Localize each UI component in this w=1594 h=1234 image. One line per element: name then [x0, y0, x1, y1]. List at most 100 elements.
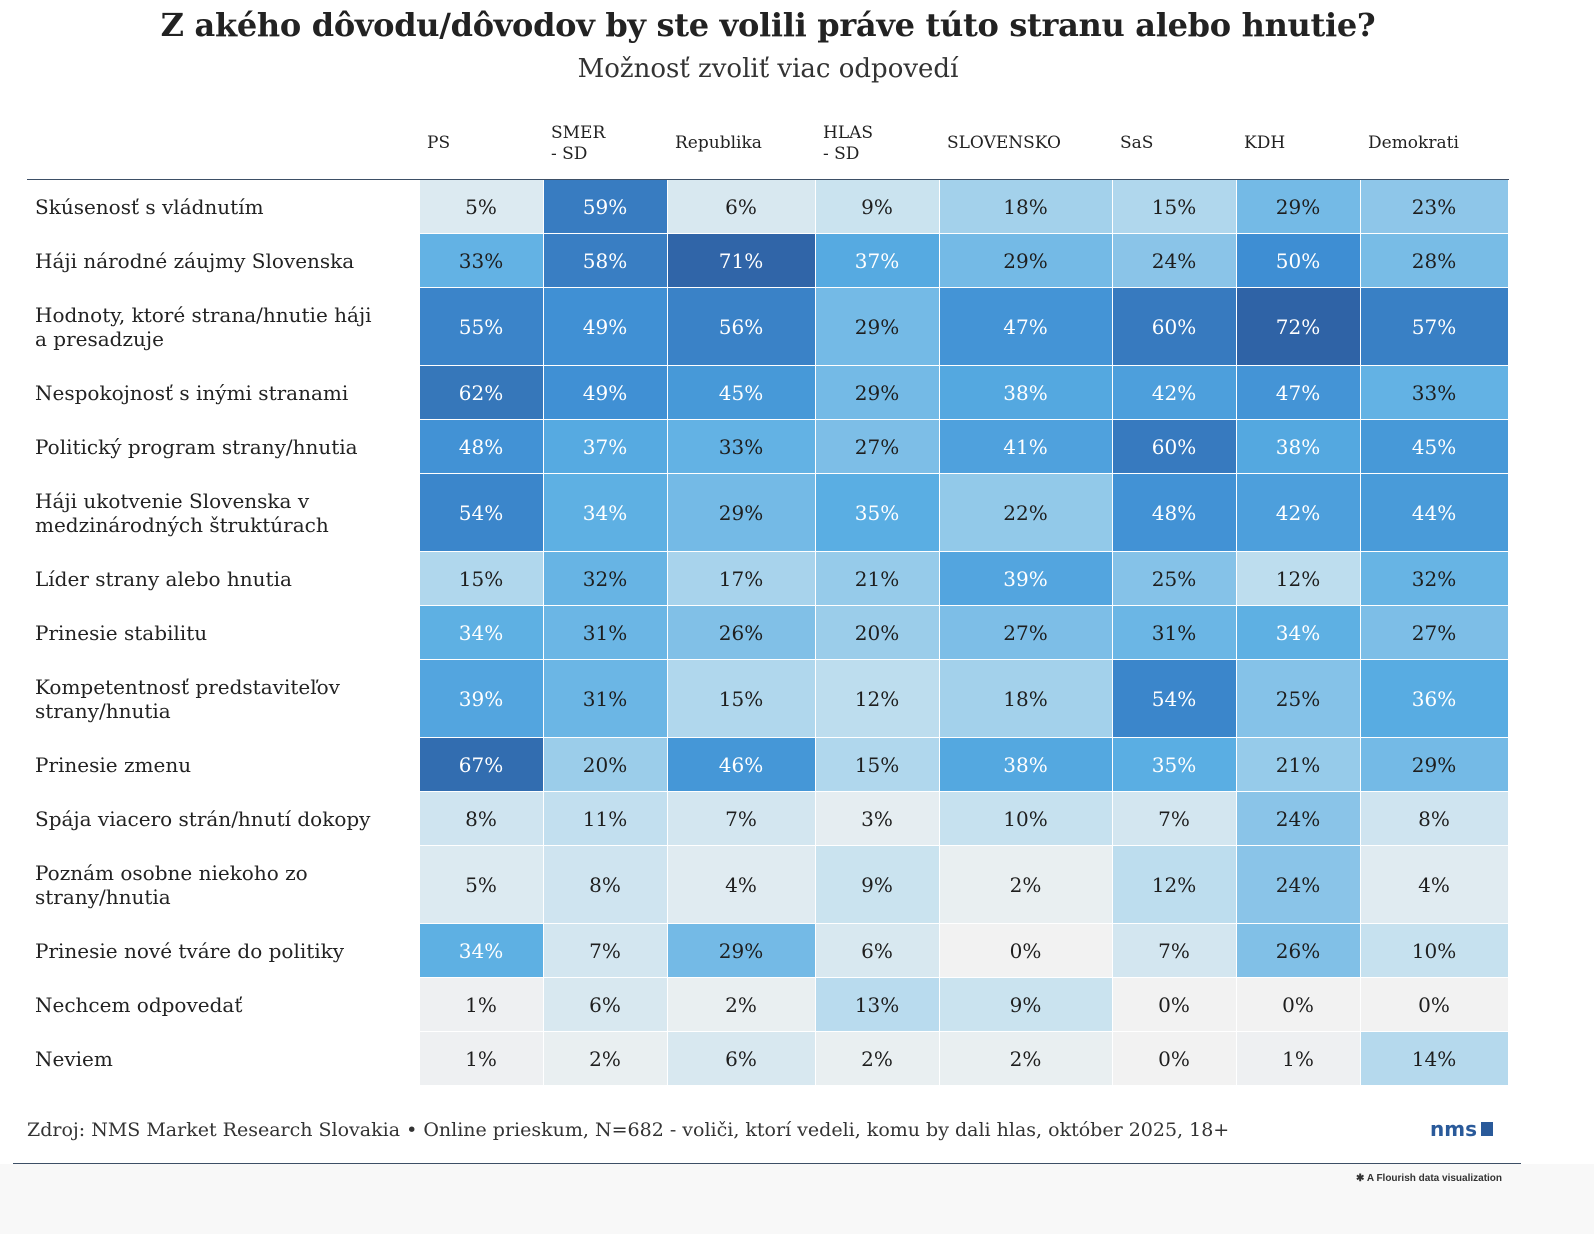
heatmap-cell: 62%: [418, 365, 544, 420]
column-header: SaS: [1112, 108, 1236, 180]
nms-logo-text: nms: [1430, 1117, 1477, 1141]
row-label: Skúsenosť s vládnutím: [35, 194, 264, 219]
heatmap-cell: 72%: [1235, 287, 1361, 366]
heatmap-cell: 23%: [1359, 179, 1509, 234]
heatmap-cell: 12%: [814, 659, 940, 738]
heatmap-cell: 7%: [542, 923, 668, 978]
heatmap-cell: 29%: [814, 365, 940, 420]
heatmap-cell: 24%: [1235, 845, 1361, 924]
heatmap-cell: 6%: [542, 977, 668, 1032]
heatmap-cell: 29%: [666, 473, 816, 552]
row-label: Nechcem odpovedať: [35, 992, 243, 1017]
heatmap-cell: 36%: [1359, 659, 1509, 738]
row-label: Poznám osobne niekoho zo strany/hnutia: [35, 860, 308, 909]
heatmap-cell: 67%: [418, 737, 544, 792]
row-label: Prinesie zmenu: [35, 752, 192, 777]
heatmap-cell: 2%: [938, 1031, 1113, 1086]
heatmap-cell: 2%: [666, 977, 816, 1032]
heatmap-cell: 56%: [666, 287, 816, 366]
row-label: Spája viacero strán/hnutí dokopy: [35, 806, 371, 831]
heatmap-cell: 7%: [1111, 923, 1237, 978]
heatmap-cell: 46%: [666, 737, 816, 792]
heatmap-cell: 5%: [418, 179, 544, 234]
heatmap-cell: 29%: [1235, 179, 1361, 234]
heatmap-row: Nespokojnosť s inými stranami 62% 49% 45% 29…: [27, 365, 1509, 420]
heatmap-cell: 55%: [418, 287, 544, 366]
heatmap-cell: 39%: [938, 551, 1113, 606]
row-label: Líder strany alebo hnutia: [35, 566, 292, 591]
heatmap-table: PS SMER - SD Republika HLAS - SD SLOVENSKO Sa…: [27, 108, 1509, 1086]
heatmap-cell: 10%: [938, 791, 1113, 846]
heatmap-cell: 12%: [1111, 845, 1237, 924]
heatmap-cell: 22%: [938, 473, 1113, 552]
heatmap-cell: 25%: [1111, 551, 1237, 606]
row-label: Prinesie nové tváre do politiky: [35, 938, 345, 963]
column-header: PS: [419, 108, 543, 180]
heatmap-cell: 45%: [1359, 419, 1509, 474]
heatmap-cell: 35%: [814, 473, 940, 552]
heatmap-cell: 13%: [814, 977, 940, 1032]
heatmap-cell: 37%: [542, 419, 668, 474]
heatmap-cell: 27%: [1359, 605, 1509, 660]
column-header: HLAS - SD: [815, 108, 939, 180]
heatmap-cell: 1%: [418, 1031, 544, 1086]
flourish-credit-text: A Flourish data visualization: [1366, 1173, 1503, 1184]
heatmap-cell: 8%: [1359, 791, 1509, 846]
heatmap-cell: 32%: [1359, 551, 1509, 606]
heatmap-cell: 6%: [666, 179, 816, 234]
heatmap-cell: 57%: [1359, 287, 1509, 366]
heatmap-row: Nechcem odpovedať 1% 6% 2% 13% 9% 0% 0% 0%: [27, 977, 1509, 1032]
heatmap-cell: 25%: [1235, 659, 1361, 738]
heatmap-cell: 42%: [1235, 473, 1361, 552]
footer-bar: [0, 1164, 1594, 1234]
heatmap-cell: 54%: [418, 473, 544, 552]
heatmap-cell: 58%: [542, 233, 668, 288]
heatmap-cell: 54%: [1111, 659, 1237, 738]
heatmap-row: Prinesie zmenu 67% 20% 46% 15% 38% 35% 21% 29%: [27, 737, 1509, 792]
heatmap-cell: 7%: [1111, 791, 1237, 846]
heatmap-cell: 31%: [542, 605, 668, 660]
heatmap-row: Hodnoty, ktoré strana/hnutie háji a pres…: [27, 287, 1509, 366]
flourish-credit[interactable]: ✱ A Flourish data visualization: [1356, 1173, 1502, 1184]
heatmap-row: Neviem 1% 2% 6% 2% 2% 0% 1% 14%: [27, 1031, 1509, 1086]
heatmap-cell: 38%: [1235, 419, 1361, 474]
row-label: Kompetentnosť predstaviteľov strany/hnut…: [35, 674, 340, 723]
heatmap-cell: 33%: [418, 233, 544, 288]
heatmap-cell: 37%: [814, 233, 940, 288]
heatmap-cell: 29%: [938, 233, 1113, 288]
heatmap-cell: 34%: [542, 473, 668, 552]
heatmap-cell: 31%: [542, 659, 668, 738]
heatmap-cell: 1%: [418, 977, 544, 1032]
nms-logo: nms: [1430, 1117, 1493, 1141]
heatmap-cell: 7%: [666, 791, 816, 846]
heatmap-cell: 60%: [1111, 287, 1237, 366]
heatmap-cell: 47%: [1235, 365, 1361, 420]
heatmap-cell: 8%: [418, 791, 544, 846]
heatmap-cell: 0%: [1359, 977, 1509, 1032]
heatmap-row: Háji národné záujmy Slovenska 33% 58% 71% 37…: [27, 233, 1509, 288]
heatmap-cell: 27%: [938, 605, 1113, 660]
heatmap-row: Líder strany alebo hnutia 15% 32% 17% 21% 39%…: [27, 551, 1509, 606]
heatmap-cell: 0%: [1235, 977, 1361, 1032]
source-note: Zdroj: NMS Market Research Slovakia • On…: [27, 1119, 1230, 1141]
nms-logo-square-icon: [1480, 1122, 1493, 1136]
heatmap-cell: 18%: [938, 179, 1113, 234]
heatmap-row: Poznám osobne niekoho zo strany/hnutia 5%…: [27, 845, 1509, 924]
heatmap-cell: 38%: [938, 737, 1113, 792]
heatmap-cell: 2%: [542, 1031, 668, 1086]
heatmap-cell: 6%: [666, 1031, 816, 1086]
column-header: SLOVENSKO: [939, 108, 1112, 180]
row-header-corner: [27, 108, 419, 180]
heatmap-row: Prinesie stabilitu 34% 31% 26% 20% 27% 31% 34% 2…: [27, 605, 1509, 660]
heatmap-cell: 9%: [814, 845, 940, 924]
heatmap-cell: 14%: [1359, 1031, 1509, 1086]
heatmap-row: Politický program strany/hnutia 48% 37% 33%…: [27, 419, 1509, 474]
heatmap-cell: 12%: [1235, 551, 1361, 606]
heatmap-cell: 50%: [1235, 233, 1361, 288]
heatmap-cell: 24%: [1111, 233, 1237, 288]
heatmap-cell: 35%: [1111, 737, 1237, 792]
heatmap-cell: 28%: [1359, 233, 1509, 288]
heatmap-cell: 15%: [418, 551, 544, 606]
heatmap-cell: 42%: [1111, 365, 1237, 420]
heatmap-cell: 71%: [666, 233, 816, 288]
